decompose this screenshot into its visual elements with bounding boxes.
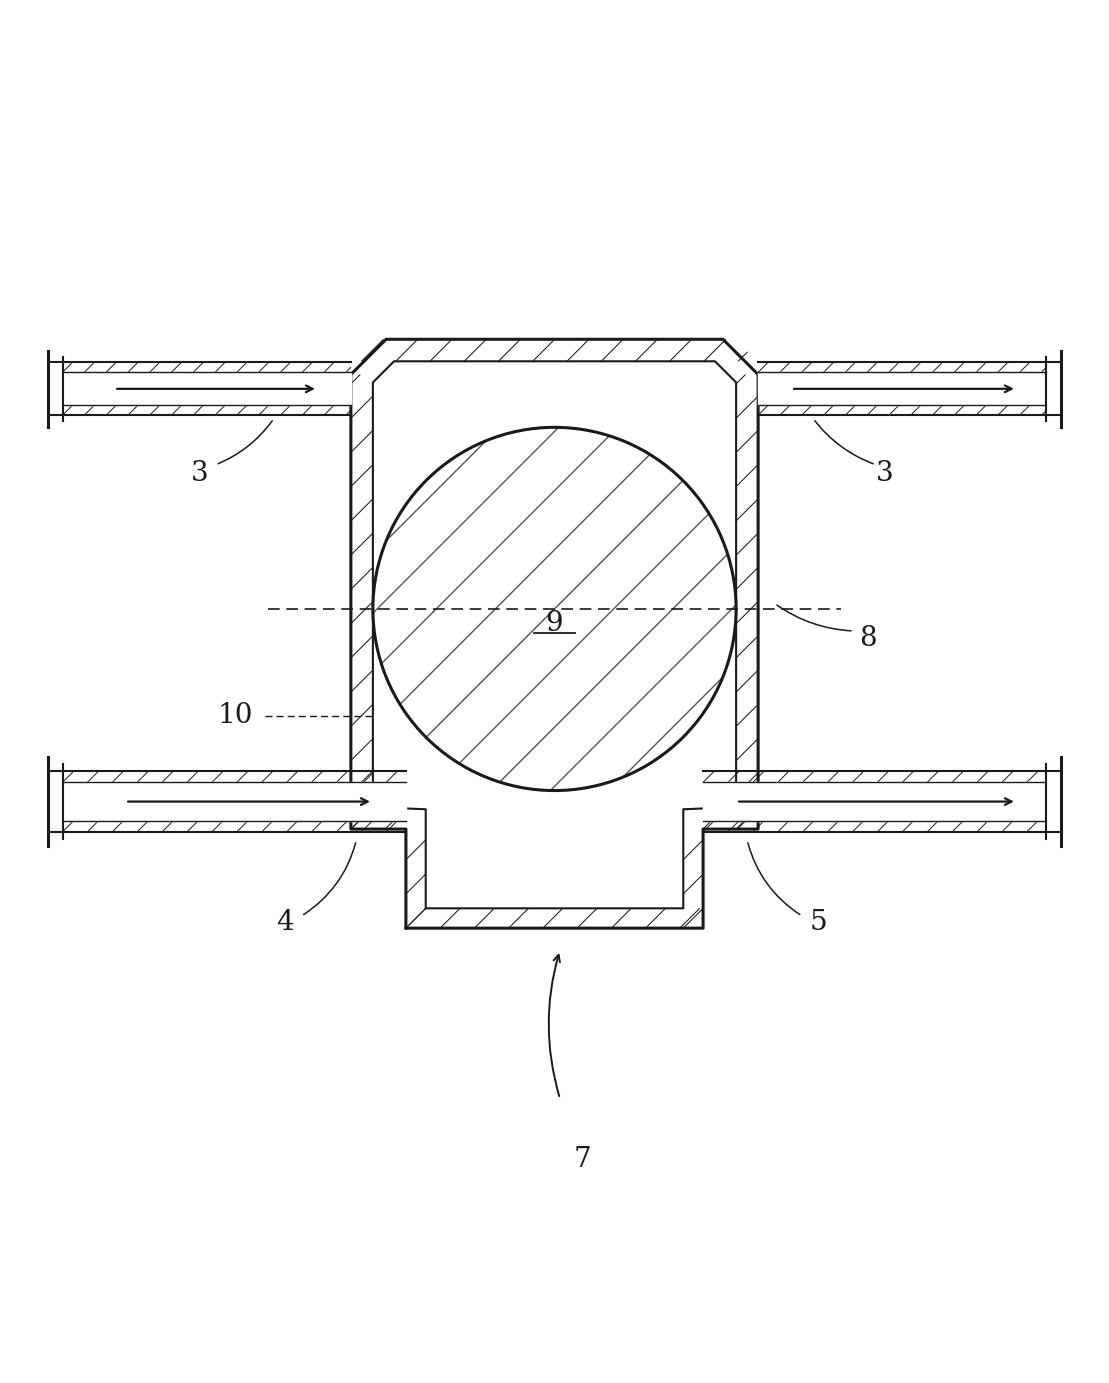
Text: 9: 9 [546,610,563,636]
Text: 8: 8 [859,625,877,653]
Polygon shape [373,361,736,909]
Text: 7: 7 [573,1145,591,1173]
Text: 10: 10 [217,703,253,729]
Circle shape [373,427,736,791]
Text: 5: 5 [810,909,827,936]
Text: 3: 3 [191,461,208,487]
Text: 4: 4 [276,909,294,936]
Text: 3: 3 [876,461,894,487]
